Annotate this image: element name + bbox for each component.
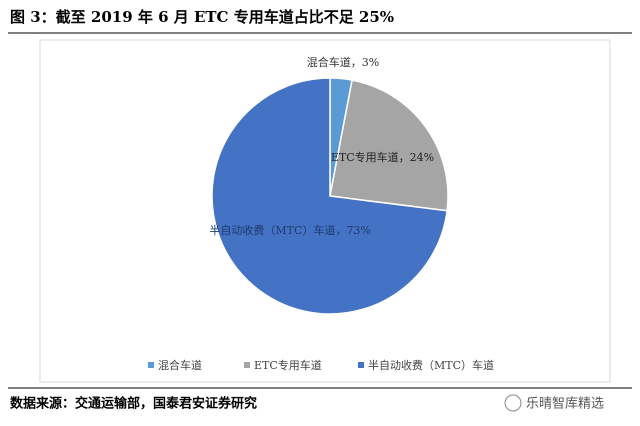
legend-label: 混合车道 xyxy=(158,358,202,372)
legend-label: ETC专用车道 xyxy=(254,358,322,372)
data-label: 半自动收费（MTC）车道，73% xyxy=(209,223,370,237)
legend-swatch xyxy=(148,362,154,368)
source: 数据来源：交通运输部，国泰君安证券研究 xyxy=(10,396,257,412)
legend-swatch xyxy=(244,362,250,368)
data-label: 混合车道，3% xyxy=(307,55,379,69)
legend-swatch xyxy=(358,362,364,368)
watermark-icon xyxy=(504,394,522,412)
chart-title: 图 3：截至 2019 年 6 月 ETC 专用车道占比不足 25% xyxy=(10,8,394,26)
data-label: ETC专用车道，24% xyxy=(331,150,434,164)
pie-slice xyxy=(329,79,449,212)
plot-frame xyxy=(39,39,611,383)
pie-slice xyxy=(211,77,448,315)
watermark: 乐晴智库精选 xyxy=(526,396,604,412)
legend-label: 半自动收费（MTC）车道 xyxy=(368,358,494,372)
